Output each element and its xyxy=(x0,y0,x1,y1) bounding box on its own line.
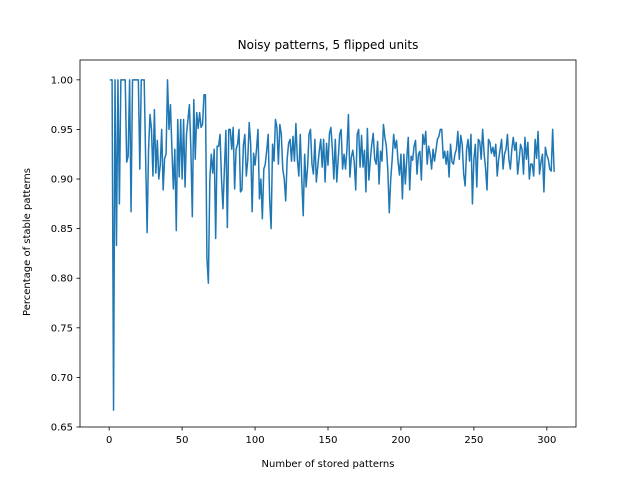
chart-title: Noisy patterns, 5 flipped units xyxy=(238,38,419,52)
x-axis: 0 50 100 150 200 250 300 xyxy=(106,427,556,446)
y-tick-label: 0.85 xyxy=(51,224,73,235)
series-line xyxy=(109,79,555,411)
x-tick-label: 300 xyxy=(537,435,556,446)
x-tick-label: 100 xyxy=(246,435,265,446)
x-tick-label: 50 xyxy=(176,435,189,446)
y-tick-label: 0.65 xyxy=(51,423,73,434)
x-axis-title: Number of stored patterns xyxy=(262,459,395,470)
x-tick-label: 150 xyxy=(318,435,337,446)
y-tick-label: 0.90 xyxy=(51,175,73,186)
y-tick-label: 0.75 xyxy=(51,323,73,334)
x-tick-label: 200 xyxy=(391,435,410,446)
y-axis-title: Percentage of stable patterns xyxy=(22,168,33,316)
x-tick-label: 250 xyxy=(464,435,483,446)
y-tick-label: 0.80 xyxy=(51,274,73,285)
y-tick-label: 0.95 xyxy=(51,125,73,136)
x-tick-label: 0 xyxy=(106,435,112,446)
y-tick-label: 0.70 xyxy=(51,373,73,384)
y-tick-label: 1.00 xyxy=(51,75,73,86)
y-axis: 0.65 0.70 0.75 0.80 0.85 0.90 0.95 1.00 xyxy=(51,75,80,434)
